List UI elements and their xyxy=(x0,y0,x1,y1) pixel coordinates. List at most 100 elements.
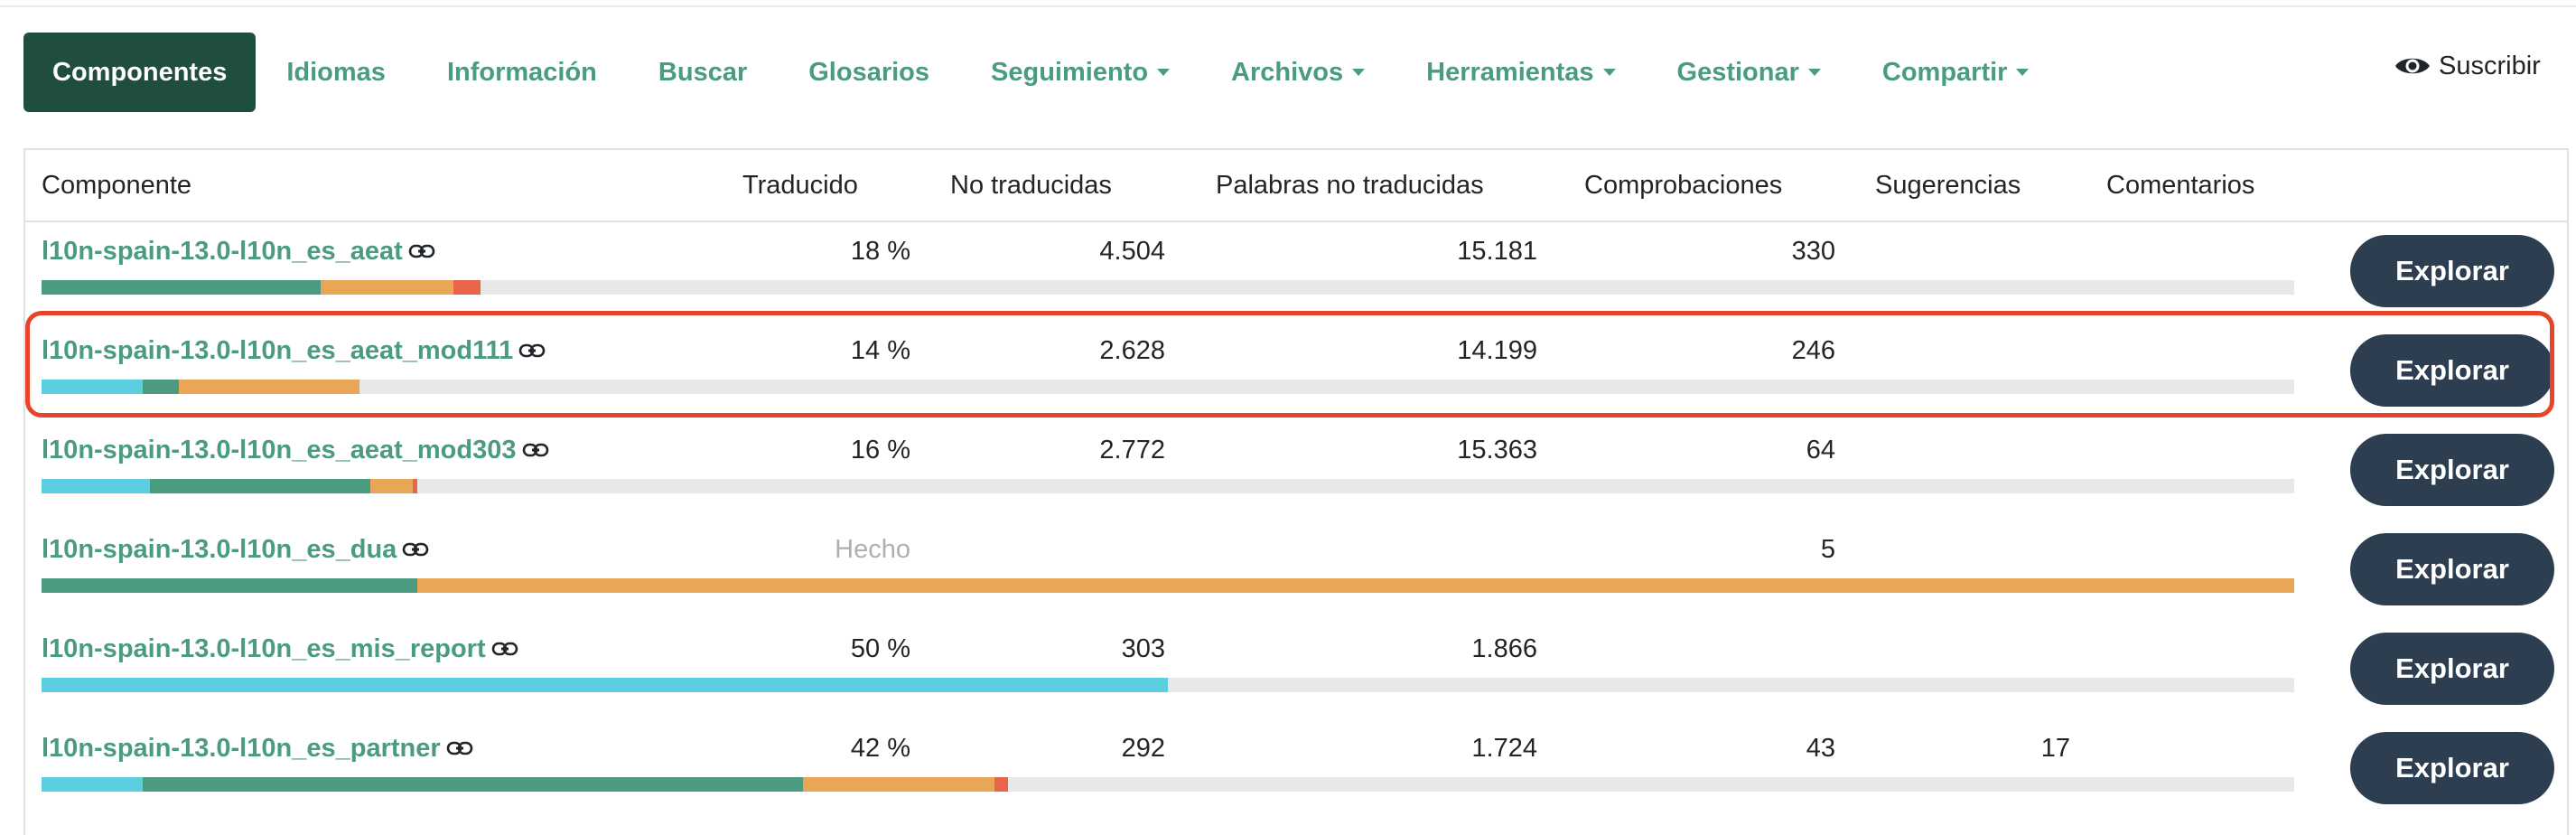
nav-tab-informacion[interactable]: Información xyxy=(416,33,628,112)
checks-value[interactable]: 43 xyxy=(1806,734,1835,763)
progress-segment-cyan xyxy=(42,777,144,792)
nav-tab-label: Compartir xyxy=(1881,57,2008,87)
nav-tab-herramientas[interactable]: Herramientas xyxy=(1395,33,1646,112)
component-link[interactable]: l10n-spain-13.0-l10n_es_aeat xyxy=(42,235,435,267)
component-link[interactable]: l10n-spain-13.0-l10n_es_partner xyxy=(42,732,473,765)
link-icon xyxy=(402,542,429,557)
checks-value[interactable]: 5 xyxy=(1820,535,1835,564)
translation-progress-bar xyxy=(42,578,2294,593)
translated-value: 14 % xyxy=(850,336,910,365)
translation-progress-bar xyxy=(42,380,2294,394)
component-link[interactable]: l10n-spain-13.0-l10n_es_aeat_mod111 xyxy=(42,334,546,367)
table-row: l10n-spain-13.0-l10n_es_aeat 18 % 4.504 15.… xyxy=(25,222,2567,322)
untranslated-value[interactable]: 303 xyxy=(1121,634,1165,663)
translation-progress-bar xyxy=(42,777,2294,792)
table-row: l10n-spain-13.0-l10n_es_mis_report 50 % 30… xyxy=(25,620,2567,719)
caret-down-icon xyxy=(2016,69,2030,76)
progress-segment-orange xyxy=(179,380,359,394)
nav-tab-label: Glosarios xyxy=(808,57,930,87)
nav-tab-label: Gestionar xyxy=(1676,57,1799,87)
untranslated-words-value[interactable]: 1.724 xyxy=(1471,734,1537,763)
translated-value: 18 % xyxy=(850,237,910,266)
progress-segment-cyan xyxy=(42,380,144,394)
progress-segment-red xyxy=(413,479,418,493)
explore-button[interactable]: Explorar xyxy=(2350,633,2554,705)
nav-tab-buscar[interactable]: Buscar xyxy=(628,33,778,112)
progress-segment-cyan xyxy=(42,479,150,493)
progress-segment-green xyxy=(143,380,180,394)
progress-segment-orange xyxy=(370,479,414,493)
progress-segment-orange xyxy=(417,578,2294,593)
checks-value[interactable]: 246 xyxy=(1791,336,1835,365)
explore-button[interactable]: Explorar xyxy=(2350,732,2554,804)
subscribe-button[interactable]: Suscribir xyxy=(2394,45,2541,87)
header-untranslated-words[interactable]: Palabras no traducidas xyxy=(1216,171,1484,200)
nav-tab-gestionar[interactable]: Gestionar xyxy=(1647,33,1852,112)
header-checks[interactable]: Comprobaciones xyxy=(1584,171,1783,200)
header-suggestions[interactable]: Sugerencias xyxy=(1875,171,2021,200)
explore-button[interactable]: Explorar xyxy=(2350,434,2554,506)
explore-button[interactable]: Explorar xyxy=(2350,334,2554,407)
explore-button[interactable]: Explorar xyxy=(2350,235,2554,307)
caret-down-icon xyxy=(1352,69,1366,76)
translated-value: 16 % xyxy=(850,436,910,464)
caret-down-icon xyxy=(1157,69,1171,76)
component-name: l10n-spain-13.0-l10n_es_aeat_mod111 xyxy=(42,336,514,365)
component-name: l10n-spain-13.0-l10n_es_partner xyxy=(42,734,441,763)
nav-tab-compartir[interactable]: Compartir xyxy=(1852,33,2060,112)
nav-tab-componentes[interactable]: Componentes xyxy=(23,33,257,112)
untranslated-words-value[interactable]: 15.181 xyxy=(1457,237,1537,266)
nav-tab-label: Idiomas xyxy=(286,57,386,87)
untranslated-words-value[interactable]: 1.866 xyxy=(1471,634,1537,663)
caret-down-icon xyxy=(1807,69,1821,76)
component-link[interactable]: l10n-spain-13.0-l10n_es_mis_report xyxy=(42,633,518,665)
untranslated-value[interactable]: 292 xyxy=(1121,734,1165,763)
translation-progress-bar xyxy=(42,479,2294,493)
nav-tab-label: Componentes xyxy=(52,57,228,87)
translation-progress-bar xyxy=(42,280,2294,295)
component-link[interactable]: l10n-spain-13.0-l10n_es_aeat_mod303 xyxy=(42,434,549,466)
link-icon xyxy=(519,343,546,358)
top-divider xyxy=(0,0,2576,7)
header-component[interactable]: Componente xyxy=(42,171,192,200)
component-nav: Componentes Idiomas Información Buscar Glosa… xyxy=(23,33,2059,112)
table-header: Componente Traducido No traducidas Palab… xyxy=(25,150,2567,222)
checks-value[interactable]: 64 xyxy=(1806,436,1835,464)
translated-value: 42 % xyxy=(850,734,910,763)
progress-segment-green xyxy=(143,777,803,792)
nav-tab-glosarios[interactable]: Glosarios xyxy=(778,33,960,112)
header-translated[interactable]: Traducido xyxy=(742,171,858,200)
link-icon xyxy=(522,443,548,457)
untranslated-value[interactable]: 2.628 xyxy=(1099,336,1165,365)
nav-tab-archivos[interactable]: Archivos xyxy=(1200,33,1395,112)
header-untranslated[interactable]: No traducidas xyxy=(950,171,1112,200)
nav-tab-idiomas[interactable]: Idiomas xyxy=(256,33,416,112)
untranslated-words-value[interactable]: 14.199 xyxy=(1457,336,1537,365)
suggestions-value[interactable]: 17 xyxy=(2040,734,2070,763)
progress-segment-red xyxy=(453,280,481,295)
component-name: l10n-spain-13.0-l10n_es_mis_report xyxy=(42,634,486,663)
translated-value: Hecho xyxy=(835,535,910,564)
header-comments[interactable]: Comentarios xyxy=(2106,171,2255,200)
nav-tab-label: Herramientas xyxy=(1426,57,1594,87)
progress-segment-green xyxy=(42,280,322,295)
table-row: l10n-spain-13.0-l10n_es_partner 42 % 292 1.… xyxy=(25,719,2567,819)
progress-segment-red xyxy=(994,777,1008,792)
explore-button[interactable]: Explorar xyxy=(2350,533,2554,605)
untranslated-value[interactable]: 2.772 xyxy=(1099,436,1165,464)
subscribe-label: Suscribir xyxy=(2439,51,2541,80)
nav-tab-seguimiento[interactable]: Seguimiento xyxy=(960,33,1200,112)
link-icon xyxy=(446,741,472,755)
progress-segment-orange xyxy=(321,280,454,295)
untranslated-value[interactable]: 4.504 xyxy=(1099,237,1165,266)
nav-tab-label: Seguimiento xyxy=(991,57,1149,87)
nav-tab-label: Buscar xyxy=(658,57,748,87)
untranslated-words-value[interactable]: 15.363 xyxy=(1457,436,1537,464)
component-name: l10n-spain-13.0-l10n_es_aeat_mod303 xyxy=(42,436,517,464)
translated-value: 50 % xyxy=(850,634,910,663)
component-link[interactable]: l10n-spain-13.0-l10n_es_dua xyxy=(42,533,429,566)
checks-value[interactable]: 330 xyxy=(1791,237,1835,266)
components-table: Componente Traducido No traducidas Palab… xyxy=(23,148,2569,835)
link-icon xyxy=(408,244,435,258)
progress-segment-green xyxy=(149,479,371,493)
